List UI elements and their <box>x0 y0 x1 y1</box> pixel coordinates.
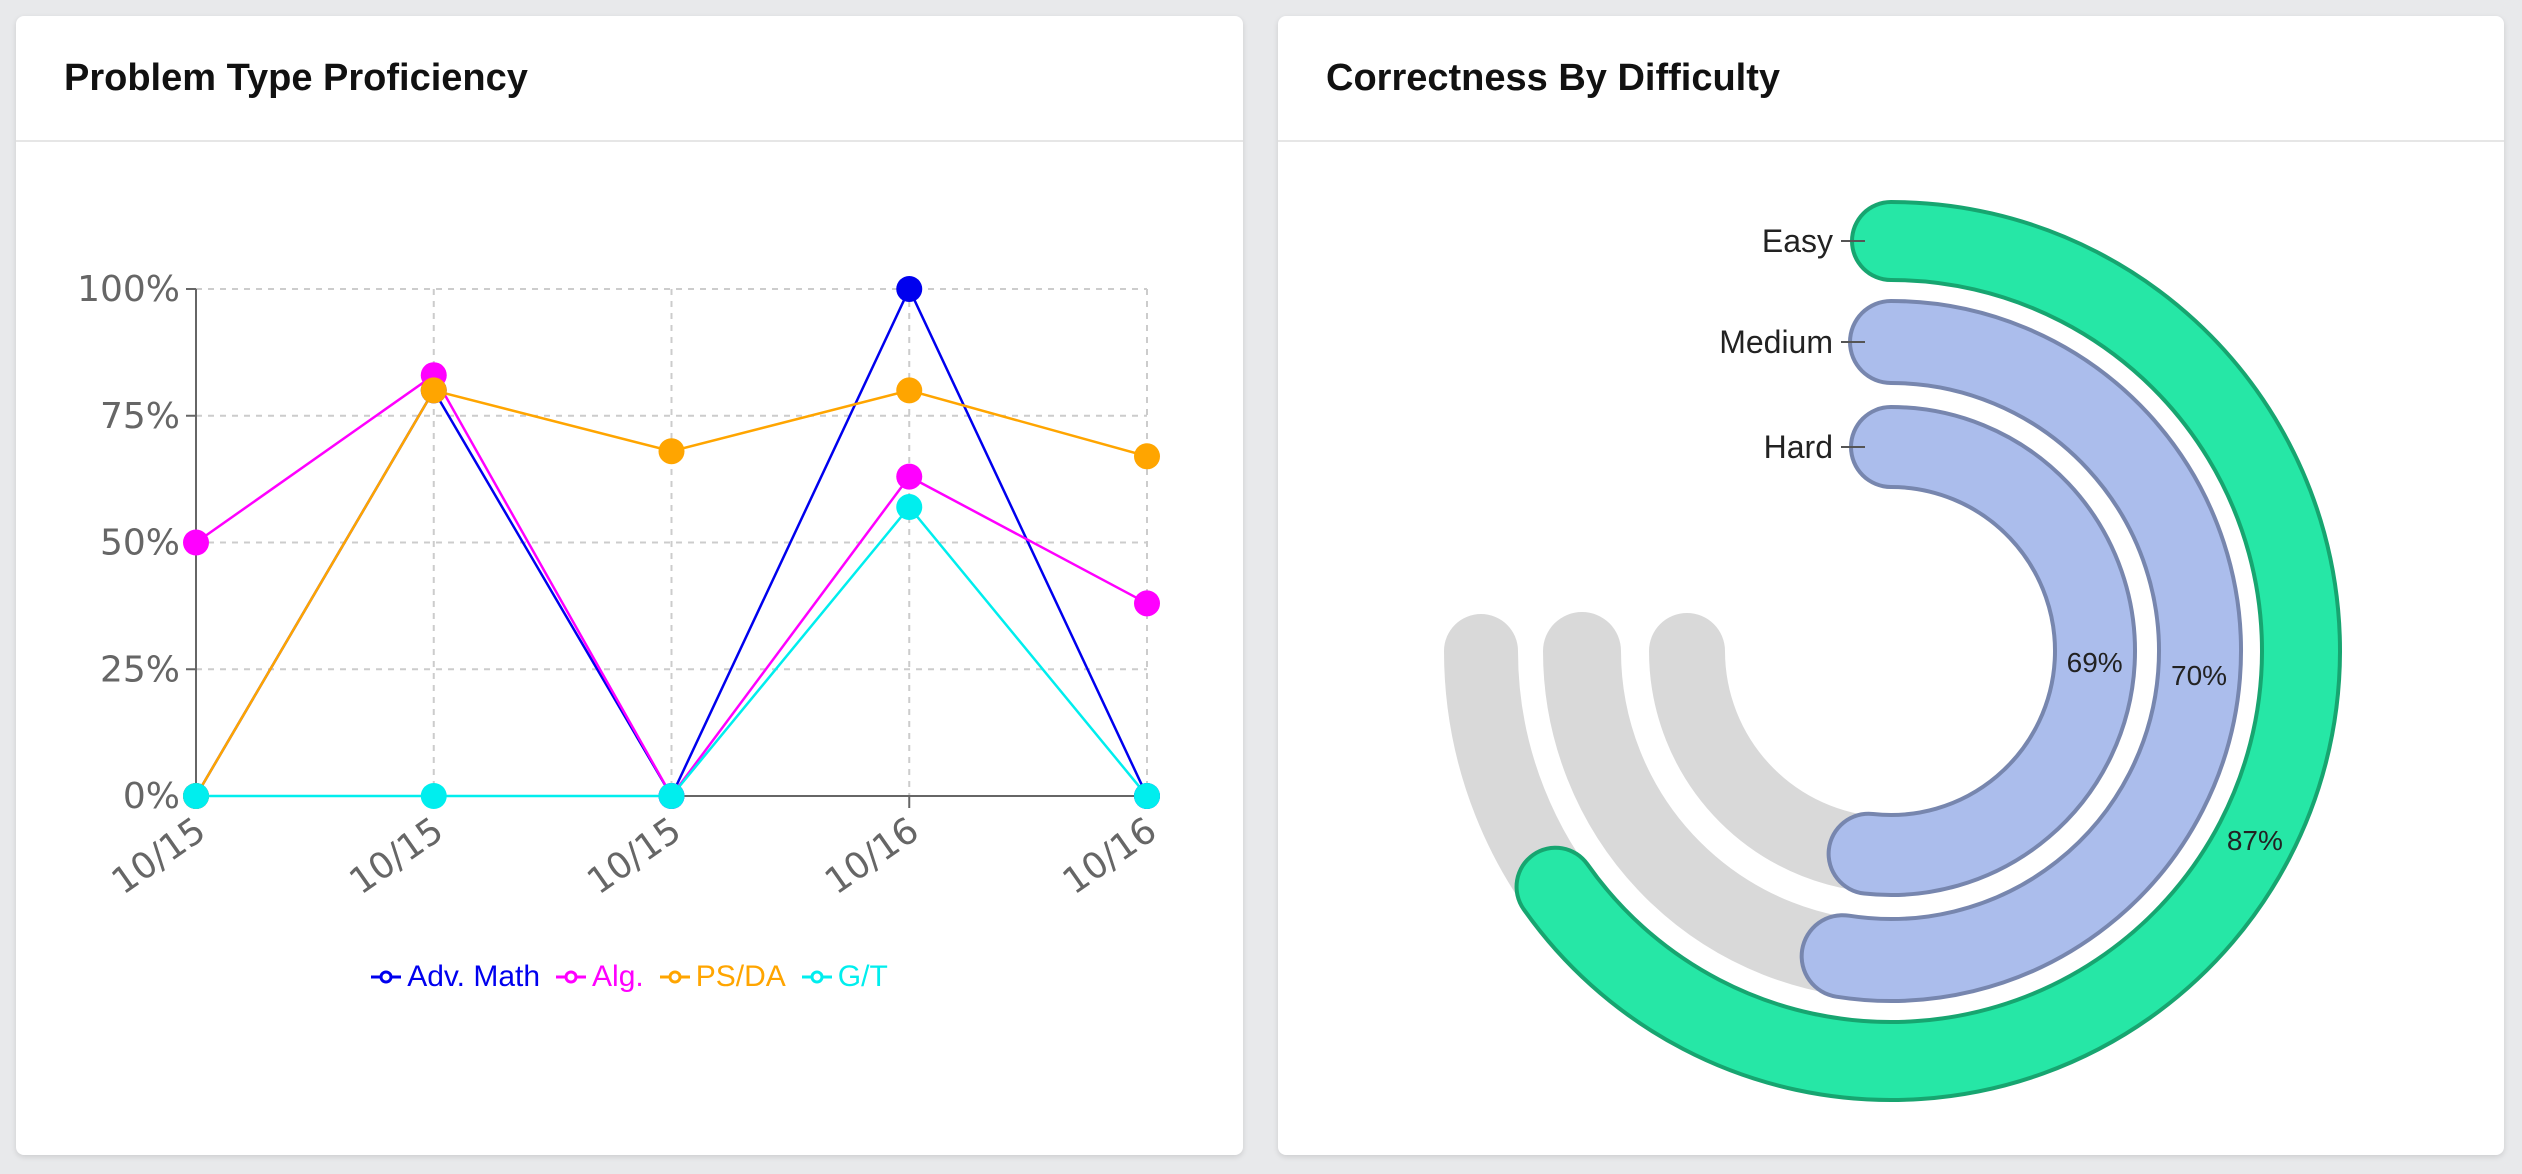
legend-label: Alg. <box>592 960 644 993</box>
y-tick-label: 100% <box>77 269 180 310</box>
card-title: Problem Type Proficiency <box>64 56 528 99</box>
problem-type-proficiency-card: Problem Type Proficiency 0% 25% 50% 75% 100%… <box>16 16 1243 1155</box>
data-point <box>1134 783 1160 809</box>
data-point <box>896 463 923 490</box>
card-title: Correctness By Difficulty <box>1326 56 1781 99</box>
data-point <box>420 783 447 809</box>
radial-bar-chart: Easy 87% Medium 70% Hard 69% <box>1444 200 2342 1102</box>
value-label: 69% <box>2067 647 2123 678</box>
category-label: Hard <box>1764 429 1833 465</box>
legend-label: Adv. Math <box>407 960 541 993</box>
legend-item[interactable]: Adv. Math <box>371 960 540 994</box>
x-tick-label: 10/15 <box>105 810 214 903</box>
value-label: 70% <box>2171 660 2227 691</box>
legend-line-marker-icon <box>556 970 587 984</box>
x-tick-label: 10/16 <box>818 810 927 903</box>
data-point <box>420 377 447 404</box>
x-tick-label: 10/15 <box>342 810 451 903</box>
y-tick-label: 25% <box>100 649 180 690</box>
card-header: Correctness By Difficulty <box>1278 16 2504 142</box>
radial-bar-hard <box>1830 409 2133 893</box>
data-point <box>896 494 923 521</box>
data-point <box>183 783 209 809</box>
legend-label: G/T <box>837 960 888 993</box>
x-tick-label: 10/15 <box>580 810 689 903</box>
line-chart: 0% 25% 50% 75% 100% 10/15 10/15 10/15 10/16 10/16 <box>77 269 1165 903</box>
y-tick-label: 75% <box>100 396 180 437</box>
category-label: Medium <box>1719 324 1833 360</box>
radial-bar-medium <box>1803 303 2239 999</box>
data-point <box>658 783 685 809</box>
legend-label: PS/DA <box>695 960 786 993</box>
data-point <box>183 529 209 556</box>
legend-item[interactable]: Alg. <box>556 960 644 994</box>
y-tick-label: 50% <box>100 523 180 564</box>
card-header: Problem Type Proficiency <box>16 16 1243 142</box>
legend-line-marker-icon <box>801 970 832 984</box>
data-point <box>896 377 923 404</box>
y-tick-label: 0% <box>123 776 180 817</box>
legend-line-marker-icon <box>659 970 690 984</box>
data-point <box>658 438 685 465</box>
legend-item[interactable]: G/T <box>801 960 888 994</box>
value-label: 87% <box>2227 825 2283 856</box>
category-label: Easy <box>1762 223 1833 259</box>
legend-line-marker-icon <box>371 970 402 984</box>
radial-bar-easy <box>1518 204 2338 1098</box>
data-point <box>1134 590 1160 617</box>
correctness-by-difficulty-card: Correctness By Difficulty Easy 87% Medium 7… <box>1278 16 2504 1155</box>
data-point <box>1134 443 1160 470</box>
chart-legend: Adv. Math Alg. PS/DA G/T <box>16 960 1243 994</box>
data-point <box>896 276 923 302</box>
legend-item[interactable]: PS/DA <box>659 960 786 994</box>
x-tick-label: 10/16 <box>1056 810 1165 903</box>
